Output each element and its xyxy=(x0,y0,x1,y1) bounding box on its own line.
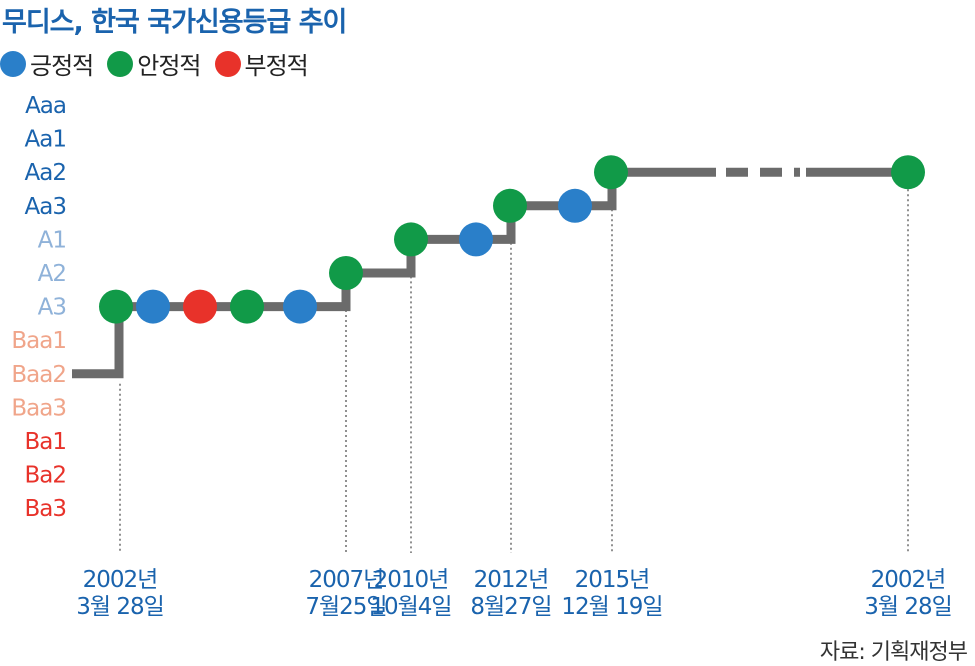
rating-event-dot xyxy=(283,289,317,324)
rating-tick-label: Ba3 xyxy=(24,496,66,522)
rating-tick-label: Aa2 xyxy=(25,160,66,186)
rating-tick-label: Aa3 xyxy=(25,194,66,220)
legend-item-stable: 안정적 xyxy=(107,46,202,81)
legend-item-positive: 긍정적 xyxy=(0,46,94,81)
rating-tick-label: Baa1 xyxy=(11,328,66,354)
rating-tick-label: A1 xyxy=(38,227,66,253)
date-label-year: 2015년 xyxy=(575,567,650,593)
source-note: 자료: 기획재정부 xyxy=(819,640,968,665)
rating-event-dot xyxy=(394,222,428,257)
legend-label-negative: 부정적 xyxy=(244,52,309,80)
rating-tick-label: Aaa xyxy=(25,93,66,119)
rating-event-dot xyxy=(459,222,493,257)
rating-tick-label: A2 xyxy=(38,261,66,287)
rating-step-line xyxy=(72,167,716,379)
rating-tick-label: A3 xyxy=(38,295,66,321)
rating-event-dot xyxy=(230,289,264,324)
rating-event-dot xyxy=(558,188,592,223)
rating-event-dot xyxy=(136,289,170,324)
legend-dot-stable xyxy=(107,50,134,77)
rating-event-dot xyxy=(329,256,363,290)
rating-event-dot xyxy=(594,155,628,190)
legend-label-positive: 긍정적 xyxy=(30,52,94,80)
legend: 긍정적 안정적 부정적 xyxy=(0,46,322,81)
rating-tick-label: Ba2 xyxy=(24,463,66,489)
legend-dot-negative xyxy=(214,50,241,77)
date-label-day: 7월25일 xyxy=(305,594,386,620)
rating-event-dot xyxy=(493,188,527,223)
date-label-year: 2010년 xyxy=(374,567,449,593)
date-label-year: 2002년 xyxy=(871,567,946,593)
rating-tick-label: Baa3 xyxy=(11,395,66,421)
legend-label-stable: 안정적 xyxy=(137,52,201,80)
rating-tick-label: Baa2 xyxy=(11,362,66,388)
legend-item-negative: 부정적 xyxy=(214,46,309,81)
rating-tick-label: Ba1 xyxy=(24,429,66,455)
date-label-year: 2002년 xyxy=(83,567,158,593)
rating-event-dot xyxy=(99,289,133,324)
date-label-year: 2012년 xyxy=(474,567,549,593)
date-label-day: 10월4일 xyxy=(370,594,451,620)
rating-event-dot xyxy=(891,155,925,190)
date-label-day: 12월 19일 xyxy=(561,594,662,620)
date-label-day: 3월 28일 xyxy=(76,594,164,620)
legend-dot-positive xyxy=(0,50,26,77)
rating-event-dot xyxy=(183,289,217,324)
date-label-day: 3월 28일 xyxy=(864,594,952,620)
date-label-day: 8월27일 xyxy=(470,594,551,620)
chart-title: 무디스, 한국 국가신용등급 추이 xyxy=(2,7,347,38)
rating-tick-label: Aa1 xyxy=(25,127,66,153)
date-label-year: 2007년 xyxy=(309,567,384,593)
